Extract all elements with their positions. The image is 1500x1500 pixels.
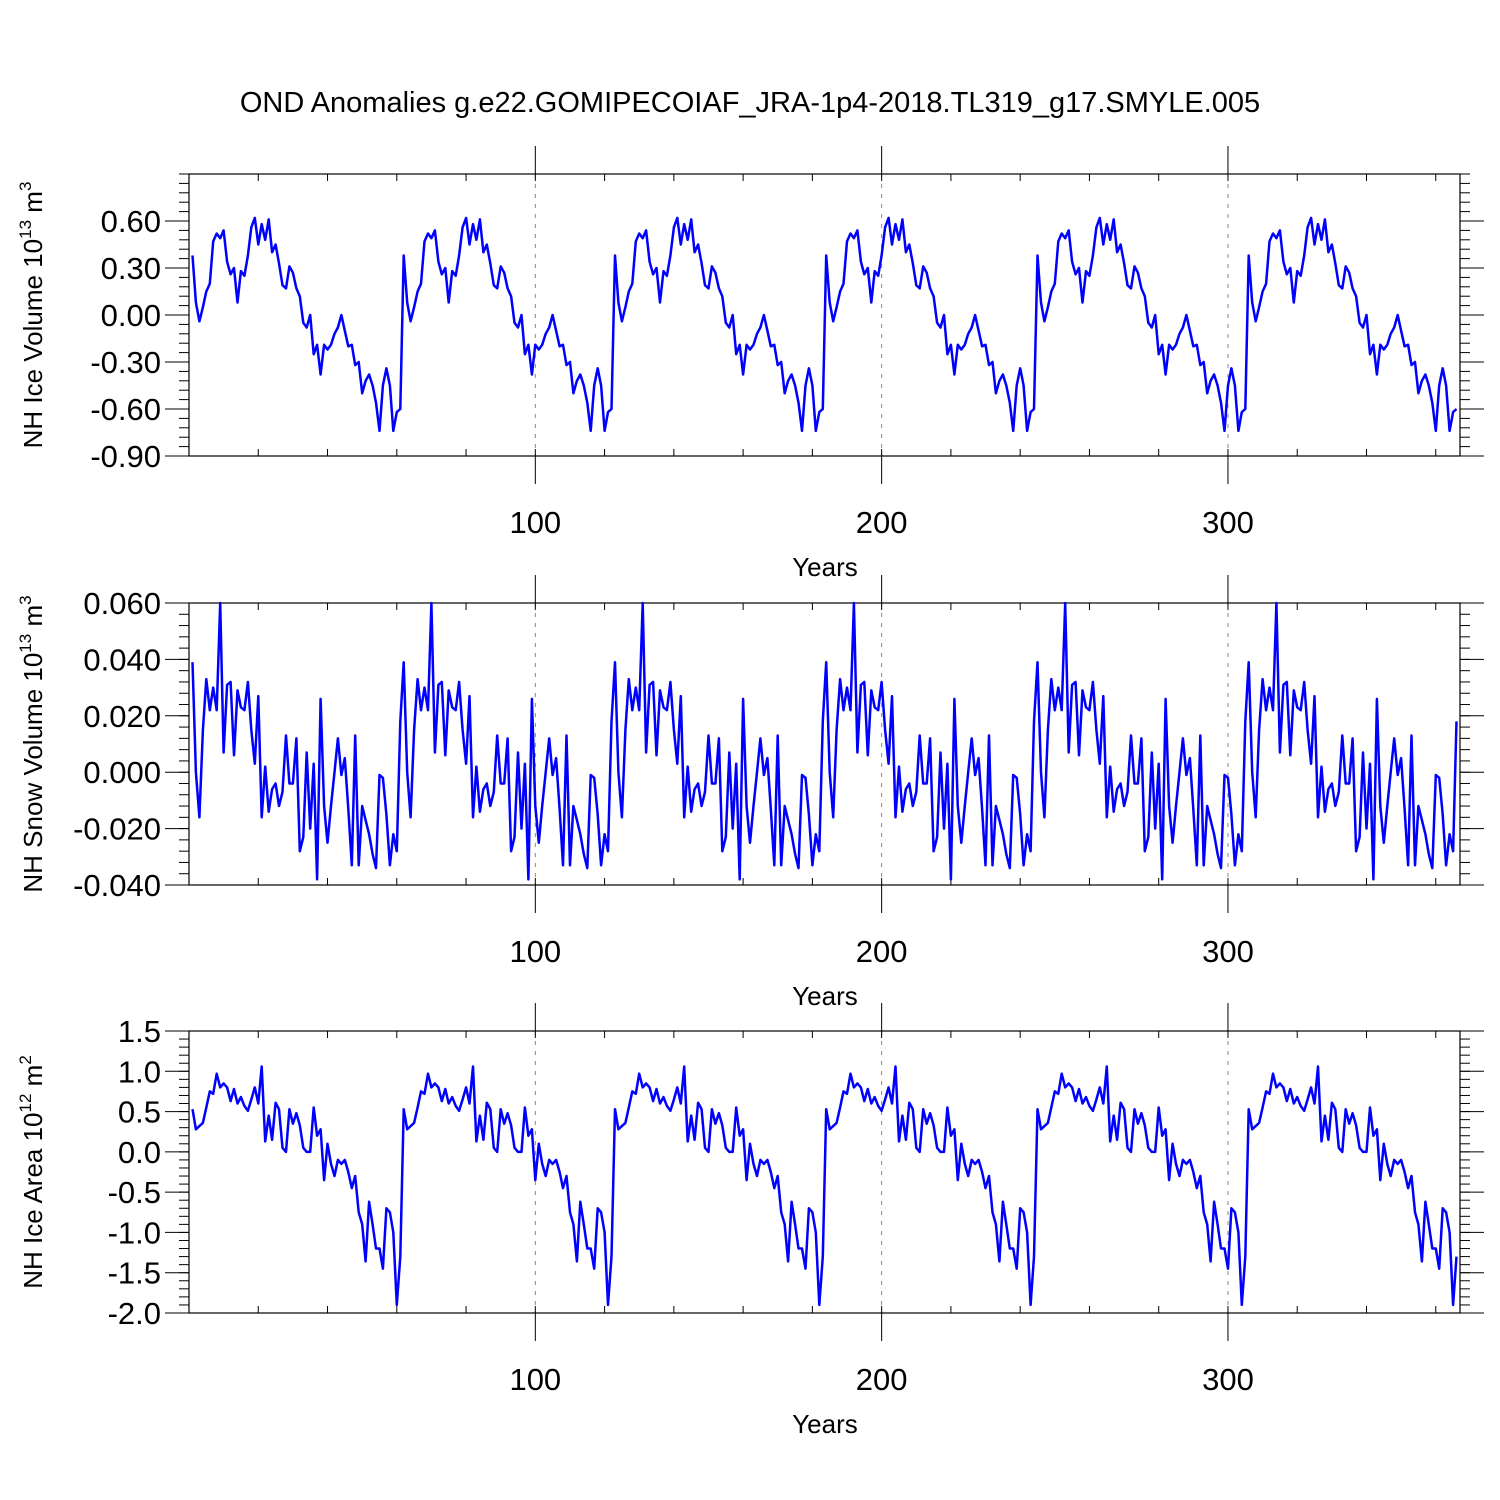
plot-frame: [188, 1030, 1461, 1314]
y-axis-label: NH Snow Volume 1013 m3: [16, 595, 48, 892]
y-tick-label: -1.0: [108, 1215, 161, 1250]
x-tick-label: 200: [856, 1362, 908, 1397]
x-tick-label: 300: [1202, 1362, 1254, 1397]
x-tick-label: 200: [856, 934, 908, 969]
y-tick-label: -0.5: [108, 1175, 161, 1210]
chart-title: OND Anomalies g.e22.GOMIPECOIAF_JRA-1p4-…: [240, 87, 1260, 119]
y-tick-label: -0.020: [73, 812, 161, 847]
y-tick-label: 0.0: [118, 1135, 161, 1170]
y-tick-label: -1.5: [108, 1256, 161, 1291]
x-tick-label: 200: [856, 505, 908, 540]
y-tick-label: 0.30: [101, 251, 161, 286]
y-tick-label: 0.60: [101, 204, 161, 239]
y-tick-label: 0.000: [83, 755, 161, 790]
y-tick-label: 0.020: [83, 699, 161, 734]
y-tick-label: 1.0: [118, 1054, 161, 1089]
y-axis-label: NH Ice Volume 1013 m3: [16, 182, 48, 449]
x-tick-label: 100: [509, 505, 561, 540]
x-tick-label: 100: [509, 1362, 561, 1397]
chart-panel-1: 100 200 300 -0.90 -0.60 -0.30 0.00 0.30 0.60 Year…: [16, 146, 1484, 582]
y-tick-label: -0.30: [90, 345, 161, 380]
x-axis-label: Years: [792, 981, 858, 1011]
x-tick-label: 300: [1202, 934, 1254, 969]
data-series-line: [191, 1065, 1458, 1307]
y-tick-label: 0.040: [83, 642, 161, 677]
y-axis-label: NH Ice Area 1012 m2: [16, 1055, 48, 1289]
y-tick-label: 0.5: [118, 1095, 161, 1130]
x-tick-label: 300: [1202, 505, 1254, 540]
data-series-line: [191, 601, 1458, 881]
y-tick-label: -0.040: [73, 868, 161, 903]
data-series-line: [191, 216, 1458, 433]
chart-panel-3: 100 200 300 -2.0 -1.5 -1.0 -0.5 0.0 0.5 1.0 1.5 Yea…: [16, 1003, 1484, 1439]
x-tick-label: 100: [509, 934, 561, 969]
y-tick-label: -0.60: [90, 392, 161, 427]
y-tick-label: 0.060: [83, 586, 161, 621]
plot-frame: [188, 173, 1461, 457]
y-tick-label: -2.0: [108, 1296, 161, 1331]
y-tick-label: -0.90: [90, 439, 161, 474]
x-axis-label: Years: [792, 1409, 858, 1439]
x-axis-label: Years: [792, 552, 858, 582]
y-tick-label: 0.00: [101, 298, 161, 333]
plot-frame: [188, 602, 1461, 886]
y-tick-label: 1.5: [118, 1014, 161, 1049]
chart-panel-2: 100 200 300 -0.040 -0.020 0.000 0.020 0.040 0.06…: [16, 575, 1484, 1011]
